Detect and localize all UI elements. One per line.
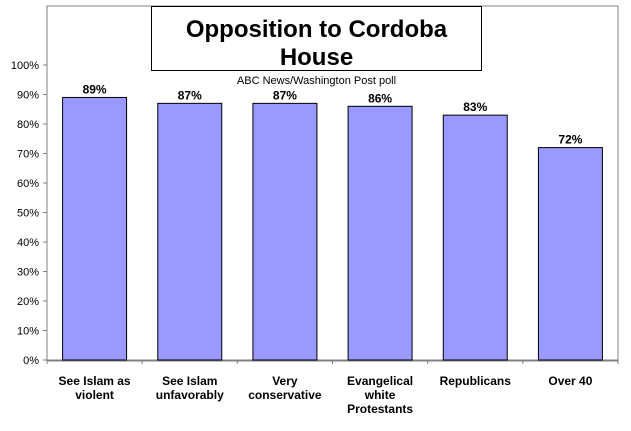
x-tick-label-line: Republicans [439, 374, 511, 388]
data-label: 87% [273, 88, 297, 102]
y-tick-label: 60% [17, 178, 39, 190]
x-axis [46, 359, 619, 364]
bar [442, 114, 508, 361]
x-tick-label: Over 40 [524, 374, 616, 388]
x-tick-label-line: Very [272, 374, 298, 388]
y-tick-label: 40% [17, 237, 39, 249]
x-tick-label-line: See Islam [162, 374, 218, 388]
x-tick-label-line: white [364, 388, 396, 402]
y-tick-label: 80% [17, 119, 39, 131]
bar [252, 102, 318, 361]
x-tick-label-line: Protestants [347, 402, 414, 416]
x-tick-label-line: See Islam as [58, 374, 131, 388]
y-axis: 0% 10% 20% 30% 40% 50% 60% 70% 80% 90% 100% [11, 6, 48, 367]
data-label: 72% [558, 133, 582, 147]
bar [347, 105, 413, 361]
y-tick-label: 50% [17, 208, 39, 220]
x-tick-label: Evangelical white Protestants [334, 374, 426, 416]
data-label: 87% [178, 88, 202, 102]
chart-title: Opposition to Cordoba House [185, 16, 448, 71]
bar [537, 147, 603, 361]
y-tick-label: 0% [23, 355, 39, 367]
bar [62, 96, 128, 361]
y-tick-label: 30% [17, 267, 39, 279]
x-tick-label-line: Evangelical [347, 374, 414, 388]
data-label: 86% [368, 91, 392, 105]
x-tick-label: Very conservative [239, 374, 331, 402]
y-tick-label: 10% [17, 326, 39, 338]
y-tick-label: 90% [17, 90, 39, 102]
y-tick-label: 70% [17, 149, 39, 161]
bar [157, 102, 223, 361]
x-tick-label: See Islam as violent [49, 374, 141, 402]
data-labels: 89% 87% 87% 86% 83% 72% [83, 82, 583, 146]
chart-title-box: Opposition to Cordoba House ABC News/Was… [151, 6, 482, 87]
x-tick-label: Republicans [429, 374, 521, 388]
x-tick-label-line: Over 40 [548, 374, 593, 388]
x-tick-label-line: unfavorably [155, 388, 224, 402]
y-tick-label: 100% [11, 60, 39, 72]
chart-subtitle: ABC News/Washington Post poll [236, 75, 397, 87]
x-tick-label: See Islam unfavorably [144, 374, 236, 402]
data-label: 83% [463, 100, 487, 114]
x-tick-label-line: conservative [248, 388, 322, 402]
data-label: 89% [83, 82, 107, 96]
bars [62, 96, 603, 361]
y-tick-label: 20% [17, 296, 39, 308]
x-tick-label-line: violent [75, 388, 114, 402]
